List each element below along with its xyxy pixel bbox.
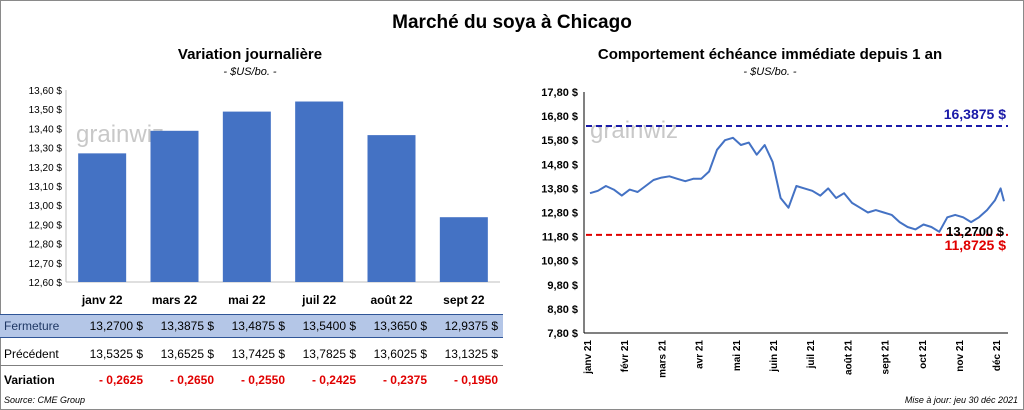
table-cell: 12,9375 $ — [444, 319, 498, 333]
reference-label-1: 11,8725 $ — [944, 237, 1006, 253]
table-cell: - 0,2375 — [382, 373, 427, 387]
line-x-tick-label: janv 21 — [583, 340, 594, 375]
bar-chart-title: Variation journalière — [177, 46, 323, 63]
bar-category-label: sept 22 — [443, 293, 485, 307]
line-x-tick-label: sept 21 — [881, 340, 892, 375]
line-y-tick-label: 10,80 $ — [541, 256, 578, 268]
table-cell: 13,6025 $ — [373, 346, 427, 361]
main-title: Marché du soya à Chicago — [392, 12, 632, 33]
bar-category-label: mai 22 — [228, 293, 266, 307]
line-chart-title: Comportement échéance immédiate depuis 1… — [597, 46, 943, 63]
table-cell: - 0,2650 — [169, 373, 214, 387]
update-note: Mise à jour: jeu 30 déc 2021 — [904, 395, 1018, 405]
line-y-tick-label: 9,80 $ — [547, 280, 578, 292]
last-price-label: 13,2700 $ — [946, 224, 1005, 239]
bar-y-tick-label: 13,30 $ — [29, 144, 63, 155]
table-cell: - 0,2550 — [240, 373, 285, 387]
line-y-tick-label: 14,80 $ — [541, 159, 578, 171]
line-x-tick-label: août 21 — [843, 340, 854, 375]
line-watermark: grainwiz — [590, 117, 678, 144]
line-x-tick-label: déc 21 — [992, 340, 1003, 372]
bar-y-tick-label: 12,70 $ — [29, 259, 63, 270]
table-row-label: Variation — [4, 373, 55, 387]
bar-0 — [78, 153, 127, 282]
table-cell: 13,6525 $ — [160, 346, 214, 361]
bar-y-tick-label: 13,60 $ — [29, 86, 63, 97]
price-series-line — [589, 136, 1005, 233]
line-y-tick-label: 12,80 $ — [541, 208, 578, 220]
line-y-tick-label: 13,80 $ — [541, 183, 578, 195]
bar-y-tick-label: 13,10 $ — [29, 182, 63, 193]
table-cell: 13,7425 $ — [231, 346, 285, 361]
table-row: Précédent 13,5325 $ 13,6525 $ 13,7425 $ 13,7… — [0, 342, 503, 366]
table-cell: - 0,1950 — [453, 373, 498, 387]
table-cell: 13,2700 $ — [89, 319, 143, 333]
line-x-tick-label: mars 21 — [657, 340, 668, 378]
bar-y-tick-label: 12,60 $ — [29, 278, 63, 289]
bar-y-tick-label: 13,40 $ — [29, 124, 63, 135]
table-cell: 13,5400 $ — [302, 319, 356, 333]
table-cell: 13,5325 $ — [89, 346, 143, 361]
table-cell: 13,7825 $ — [302, 346, 356, 361]
bar-y-tick-label: 12,80 $ — [29, 240, 63, 251]
bar-category-label: août 22 — [370, 293, 412, 307]
bar-y-tick-label: 13,20 $ — [29, 163, 63, 174]
line-y-tick-label: 16,80 $ — [541, 111, 578, 123]
source-note: Source: CME Group — [4, 395, 86, 405]
bar-y-tick-label: 12,90 $ — [29, 220, 63, 231]
table-cell: 13,1325 $ — [444, 346, 498, 361]
bar-1 — [150, 130, 199, 282]
table-cell: 13,3875 $ — [160, 319, 214, 333]
table-row-label: Précédent — [4, 346, 59, 361]
line-y-tick-label: 17,80 $ — [541, 87, 578, 99]
line-chart-unit: - $US/bo. - — [743, 66, 797, 78]
table-row: Fermeture 13,2700 $ 13,3875 $ 13,4875 $ 13,5… — [0, 314, 503, 338]
bar-2 — [222, 111, 271, 282]
table-row: Variation - 0,2625 - 0,2650 - 0,2550 - 0,242… — [0, 368, 503, 392]
line-x-tick-label: févr 21 — [620, 340, 631, 373]
bar-3 — [295, 101, 344, 283]
line-y-tick-label: 15,80 $ — [541, 135, 578, 147]
bar-category-label: juil 22 — [301, 293, 336, 307]
line-x-tick-label: juin 21 — [769, 340, 780, 373]
bar-5 — [439, 217, 488, 282]
line-x-tick-label: avr 21 — [695, 340, 706, 369]
table-cell: - 0,2625 — [98, 373, 143, 387]
line-y-tick-label: 8,80 $ — [547, 304, 578, 316]
line-x-tick-label: nov 21 — [955, 340, 966, 372]
bar-category-label: mars 22 — [152, 293, 198, 307]
table-cell: 13,4875 $ — [231, 319, 285, 333]
bar-y-tick-label: 13,00 $ — [29, 201, 63, 212]
line-x-tick-label: mai 21 — [732, 340, 743, 372]
line-y-tick-label: 11,80 $ — [542, 232, 578, 244]
bar-y-tick-label: 13,50 $ — [29, 105, 63, 116]
line-x-tick-label: oct 21 — [918, 340, 929, 369]
table-row-label: Fermeture — [4, 319, 60, 333]
bar-category-label: janv 22 — [81, 293, 123, 307]
line-x-tick-label: juil 21 — [806, 340, 817, 370]
table-cell: 13,3650 $ — [373, 319, 427, 333]
bar-chart-unit: - $US/bo. - — [223, 66, 277, 78]
table-cell: - 0,2425 — [311, 373, 356, 387]
bar-4 — [367, 135, 416, 282]
bar-watermark: grainwiz — [76, 121, 164, 148]
reference-label-0: 16,3875 $ — [944, 106, 1006, 122]
line-y-tick-label: 7,80 $ — [547, 328, 578, 340]
